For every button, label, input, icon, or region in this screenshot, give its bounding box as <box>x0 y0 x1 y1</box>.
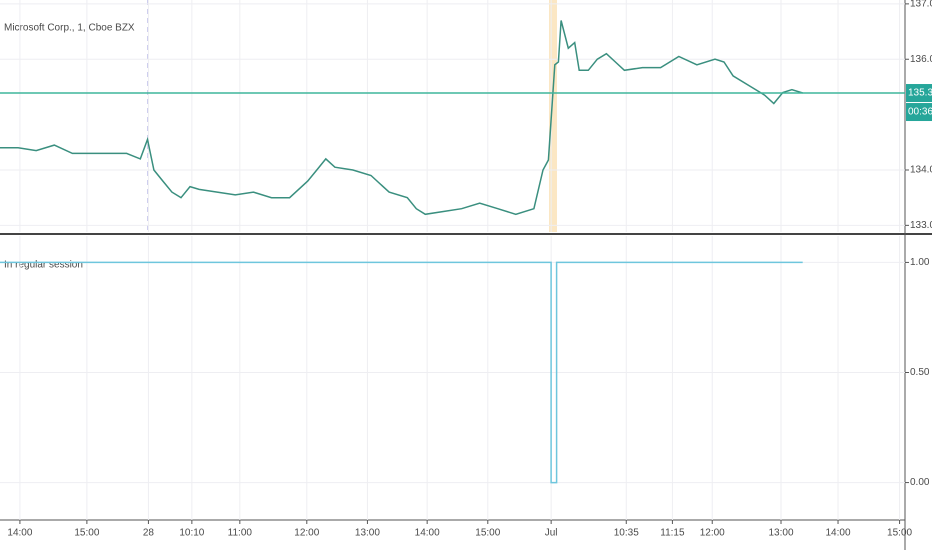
last-price-box <box>906 84 932 103</box>
x-tick-label: 10:35 <box>614 528 639 539</box>
countdown-label: 00:36 <box>908 107 932 118</box>
x-tick-label: 13:00 <box>355 528 380 539</box>
x-tick-label: 12:00 <box>700 528 725 539</box>
x-tick-label: 28 <box>143 528 155 539</box>
last-price-label: 135.39 <box>908 88 932 99</box>
y-tick-label: 133.00 <box>910 220 932 231</box>
x-tick-label: 11:00 <box>228 528 253 539</box>
y-tick-label: 134.00 <box>910 165 932 176</box>
y-tick-label: 1.00 <box>910 257 930 268</box>
session-highlight <box>549 0 557 232</box>
y-tick-label: 136.00 <box>910 54 932 65</box>
series-line <box>0 20 803 216</box>
x-tick-label: 11:15 <box>660 528 685 539</box>
y-tick-label: 0.00 <box>910 477 930 488</box>
x-tick-label: 14:00 <box>415 528 440 539</box>
x-tick-label: 12:00 <box>294 528 319 539</box>
x-tick-label: 15:00 <box>74 528 99 539</box>
symbol-title: Microsoft Corp., 1, Cboe BZX <box>4 23 135 34</box>
x-tick-label: Jul <box>545 528 558 539</box>
y-tick-label: 137.00 <box>910 0 932 10</box>
x-tick-label: 10:10 <box>179 528 204 539</box>
x-tick-label: 14:00 <box>826 528 851 539</box>
series-line <box>0 261 803 484</box>
x-tick-label: 15:00 <box>887 528 912 539</box>
indicator-title: In regular session <box>4 260 83 271</box>
x-tick-label: 13:00 <box>768 528 793 539</box>
y-tick-label: 0.50 <box>910 367 930 378</box>
x-tick-label: 14:00 <box>7 528 32 539</box>
x-tick-label: 15:00 <box>475 528 500 539</box>
countdown-box <box>906 103 932 122</box>
